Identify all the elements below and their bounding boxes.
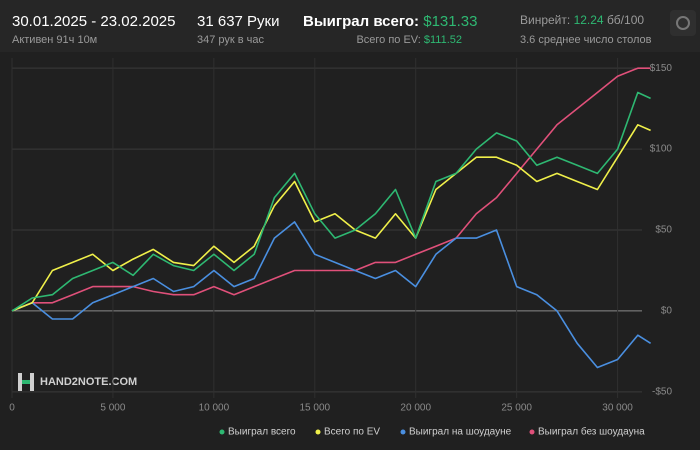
y-tick-label: $100 — [650, 144, 673, 155]
legend-label: Выиграл всего — [228, 427, 296, 438]
active-time: Активен 91ч 10м — [12, 34, 97, 46]
ev-total: Всего по EV: $111.52 — [356, 34, 462, 46]
winrate: Винрейт: 12.24 бб/100 — [520, 13, 644, 27]
series-line — [11, 91, 651, 312]
y-tick-label: $150 — [650, 63, 673, 74]
logo-mark — [30, 373, 34, 391]
x-tick-label: 30 000 — [602, 403, 633, 414]
series-line — [11, 67, 651, 312]
y-tick-label: $50 — [655, 225, 672, 236]
logo-mark — [18, 373, 22, 391]
ev-value: $111.52 — [424, 34, 462, 46]
hands: 31 637 Руки — [197, 13, 280, 30]
legend-marker — [529, 429, 535, 435]
x-tick-label: 20 000 — [400, 403, 431, 414]
y-tick-label: $0 — [661, 306, 673, 317]
x-tick-label: 5 000 — [100, 403, 125, 414]
winrate-value: 12.24 — [574, 13, 604, 27]
legend-marker — [315, 429, 321, 435]
settings-icon[interactable] — [676, 16, 690, 30]
logo-mark — [22, 380, 30, 384]
legend-label: Выиграл на шоудауне — [409, 427, 512, 438]
period: 30.01.2025 - 23.02.2025 — [12, 13, 175, 30]
x-tick-label: 15 000 — [299, 403, 330, 414]
tables: 3.6 среднее число столов — [520, 34, 652, 46]
x-tick-label: 10 000 — [199, 403, 230, 414]
hands-per-hour: 347 рук в час — [197, 34, 265, 46]
won-total: Выиграл всего: $131.33 — [303, 13, 477, 30]
legend-label: Выиграл без шоудауна — [538, 426, 645, 438]
plot-background — [0, 52, 700, 450]
legend-label: Всего по EV — [324, 427, 380, 438]
winrate-unit: бб/100 — [607, 13, 644, 27]
legend-marker — [400, 429, 406, 435]
x-tick-label: 0 — [9, 403, 15, 414]
series-line — [11, 221, 652, 369]
x-tick-label: 25 000 — [501, 403, 532, 414]
winrate-label: Винрейт: — [520, 13, 570, 27]
settings-button[interactable] — [670, 10, 696, 36]
logo: HAND2NOTE.COM — [40, 376, 137, 388]
ev-label: Всего по EV: — [356, 34, 420, 46]
legend-marker — [219, 429, 225, 435]
y-tick-label: -$50 — [652, 386, 672, 397]
won-label: Выиграл всего: — [303, 13, 419, 30]
plot: -$50 $0 $50 $100 $150 0 5 000 10 000 15 000 20 00… — [9, 58, 672, 438]
won-value: $131.33 — [423, 13, 477, 30]
